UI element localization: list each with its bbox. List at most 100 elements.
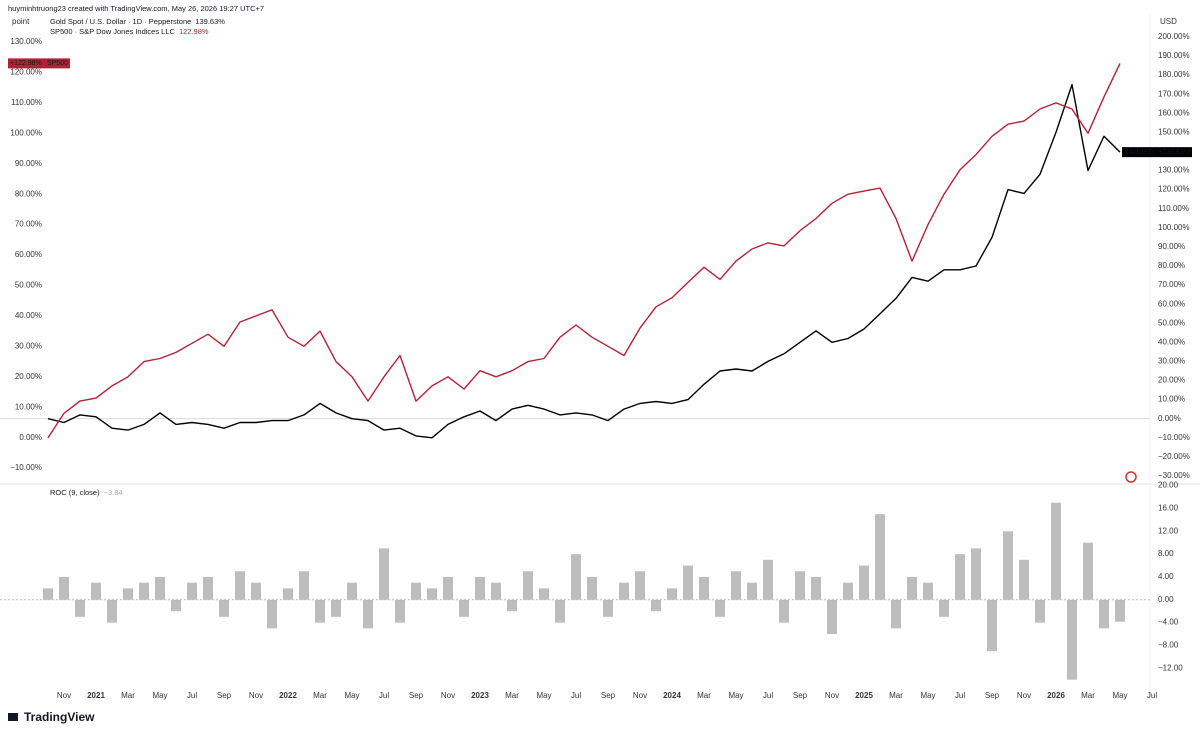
y-tick-label: −10.00% — [1158, 433, 1190, 442]
x-tick-label: 2024 — [663, 691, 681, 700]
indicator-legend: ROC (9, close) −3.84 — [50, 488, 123, 497]
y-tick-label: 0.00% — [1158, 414, 1181, 423]
price-tag-value: +139.63% — [1158, 149, 1190, 156]
roc-bar — [651, 599, 661, 612]
y-tick-label: 8.00 — [1158, 549, 1174, 558]
roc-bar — [859, 565, 869, 600]
roc-bar — [1115, 599, 1125, 622]
y-tick-label: 16.00 — [1158, 504, 1179, 513]
roc-bar — [1003, 531, 1013, 600]
roc-bar — [779, 599, 789, 623]
brand-logo: TradingView — [8, 710, 95, 724]
logo-mark — [8, 713, 18, 721]
roc-bar — [571, 554, 581, 600]
roc-bar — [923, 582, 933, 600]
y-tick-label: −8.00 — [1158, 641, 1179, 650]
roc-bar — [875, 514, 885, 600]
y-tick-label: 110.00% — [11, 98, 42, 107]
roc-bar — [827, 599, 837, 635]
roc-bar — [443, 576, 453, 600]
y-tick-label: 80.00% — [15, 189, 42, 198]
roc-bar — [795, 571, 805, 600]
indicator-name: ROC (9, close) — [50, 488, 100, 497]
roc-bar — [907, 576, 917, 600]
x-tick-label: Jul — [187, 691, 197, 700]
x-tick-label: Mar — [313, 691, 327, 700]
x-tick-label: Mar — [889, 691, 903, 700]
roc-bar — [283, 588, 293, 600]
x-tick-label: Sep — [985, 691, 1000, 700]
y-tick-label: 200.00% — [1158, 32, 1190, 41]
y-tick-label: 70.00% — [1158, 280, 1185, 289]
y-tick-label: 150.00% — [1158, 127, 1190, 136]
roc-bar — [587, 576, 597, 600]
roc-bar — [1099, 599, 1109, 629]
y-tick-label: 90.00% — [1158, 242, 1185, 251]
roc-bar — [235, 571, 245, 600]
x-tick-label: Sep — [601, 691, 616, 700]
x-tick-label: Mar — [1081, 691, 1095, 700]
roc-bar — [427, 588, 437, 600]
flag-icon — [1125, 471, 1137, 483]
y-tick-label: 60.00% — [15, 250, 42, 259]
y-tick-label: 50.00% — [15, 281, 42, 290]
x-tick-label: 2025 — [855, 691, 873, 700]
roc-bar — [315, 599, 325, 623]
roc-bar — [91, 582, 101, 600]
roc-bar — [491, 582, 501, 600]
roc-bar — [747, 582, 757, 600]
roc-bar — [123, 588, 133, 600]
x-tick-label: Nov — [825, 691, 839, 700]
roc-bar — [811, 576, 821, 600]
y-tick-label: 90.00% — [15, 159, 42, 168]
roc-bar — [523, 571, 533, 600]
roc-bar — [731, 571, 741, 600]
brand: TradingView — [24, 710, 95, 724]
roc-bar — [603, 599, 613, 617]
roc-bar — [251, 582, 261, 600]
y-tick-label: 0.00 — [1158, 595, 1174, 604]
y-tick-label: 100.00% — [10, 128, 42, 137]
y-tick-label: 20.00% — [15, 372, 42, 381]
y-tick-label: 12.00 — [1158, 526, 1179, 535]
roc-bar — [459, 599, 469, 617]
y-tick-label: 60.00% — [1158, 299, 1185, 308]
x-tick-label: 2026 — [1047, 691, 1065, 700]
roc-bar — [1051, 502, 1061, 600]
y-tick-label: 160.00% — [1158, 108, 1190, 117]
y-tick-label: 120.00% — [1158, 185, 1190, 194]
x-tick-label: Sep — [793, 691, 808, 700]
x-tick-label: May — [728, 691, 743, 700]
roc-bar — [539, 588, 549, 600]
x-tick-label: Jul — [571, 691, 581, 700]
roc-bar — [1035, 599, 1045, 623]
y-tick-label: 130.00% — [10, 37, 42, 46]
roc-bar — [475, 576, 485, 600]
x-tick-label: May — [152, 691, 167, 700]
legend-name: Gold Spot / U.S. Dollar · 1D · Peppersto… — [50, 17, 191, 26]
y-tick-label: 10.00% — [1158, 395, 1185, 404]
roc-bar — [395, 599, 405, 623]
roc-bar — [683, 565, 693, 600]
price-tag-bg — [8, 58, 70, 69]
y-tick-label: 170.00% — [1158, 89, 1190, 98]
roc-bar — [43, 588, 53, 600]
x-tick-label: Nov — [633, 691, 647, 700]
roc-bar — [635, 571, 645, 600]
roc-bar — [715, 599, 725, 617]
legend-value: 122.98% — [179, 27, 209, 36]
legend-entry: Gold Spot / U.S. Dollar · 1D · Peppersto… — [50, 17, 225, 26]
x-tick-label: 2022 — [279, 691, 297, 700]
roc-bar — [75, 599, 85, 617]
y-tick-label: −12.00 — [1158, 663, 1183, 672]
x-tick-label: Jul — [379, 691, 389, 700]
y-tick-label: 40.00% — [1158, 337, 1185, 346]
series-line — [47, 83, 1121, 439]
x-tick-label: Sep — [217, 691, 232, 700]
price-tag-value: +122.98% — [10, 60, 42, 67]
y-tick-label: 70.00% — [15, 220, 42, 229]
y-tick-label: 0.00% — [19, 433, 42, 442]
y-tick-label: 100.00% — [1158, 223, 1190, 232]
x-tick-label: Nov — [1017, 691, 1031, 700]
